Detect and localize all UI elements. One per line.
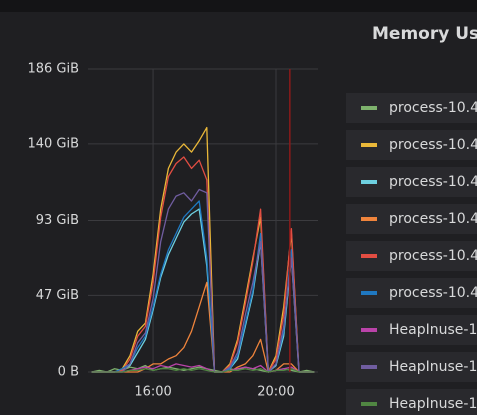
legend-label: process-10.4 xyxy=(389,174,477,190)
series-line xyxy=(91,126,315,373)
y-tick-label: 140 GiB xyxy=(27,136,79,151)
legend-label: process-10.4 xyxy=(389,285,477,301)
legend-item: HeapInuse-1 xyxy=(346,315,477,345)
y-tick-label: 93 GiB xyxy=(36,213,79,228)
legend-label: process-10.4 xyxy=(389,100,477,116)
series-line xyxy=(91,368,315,373)
legend-swatch xyxy=(361,328,377,332)
legend-item: HeapInuse-1 xyxy=(346,352,477,382)
legend-item: process-10.4 xyxy=(346,130,477,160)
x-tick-label: 20:00 xyxy=(257,385,294,400)
legend-swatch xyxy=(361,291,377,295)
legend-item: process-10.4 xyxy=(346,204,477,234)
legend-swatch xyxy=(361,254,377,258)
legend-label: HeapInuse-1 xyxy=(389,359,477,375)
x-tick-label: 16:00 xyxy=(134,385,171,400)
series-line xyxy=(91,156,315,373)
series-line xyxy=(91,281,315,373)
y-tick-label: 186 GiB xyxy=(27,62,79,77)
legend-title: Memory Usa xyxy=(372,24,477,44)
legend-swatch xyxy=(361,180,377,184)
y-tick-label: 47 GiB xyxy=(36,288,79,303)
legend-item: process-10.4 xyxy=(346,278,477,308)
series-line xyxy=(91,188,315,373)
legend-item: process-10.4 xyxy=(346,167,477,197)
legend-swatch xyxy=(361,402,377,406)
legend-item: HeapInuse-1 xyxy=(346,389,477,415)
legend-swatch xyxy=(361,217,377,221)
legend-label: process-10.4 xyxy=(389,248,477,264)
legend-swatch xyxy=(361,365,377,369)
legend-label: HeapInuse-1 xyxy=(389,322,477,338)
legend-label: process-10.4 xyxy=(389,137,477,153)
legend-swatch xyxy=(361,106,377,110)
legend-swatch xyxy=(361,143,377,147)
legend-label: HeapInuse-1 xyxy=(389,396,477,412)
legend-item: process-10.4 xyxy=(346,241,477,271)
top-bar xyxy=(0,0,477,12)
legend-item: process-10.4 xyxy=(346,93,477,123)
legend-label: process-10.4 xyxy=(389,211,477,227)
y-tick-label: 0 B xyxy=(58,365,79,380)
